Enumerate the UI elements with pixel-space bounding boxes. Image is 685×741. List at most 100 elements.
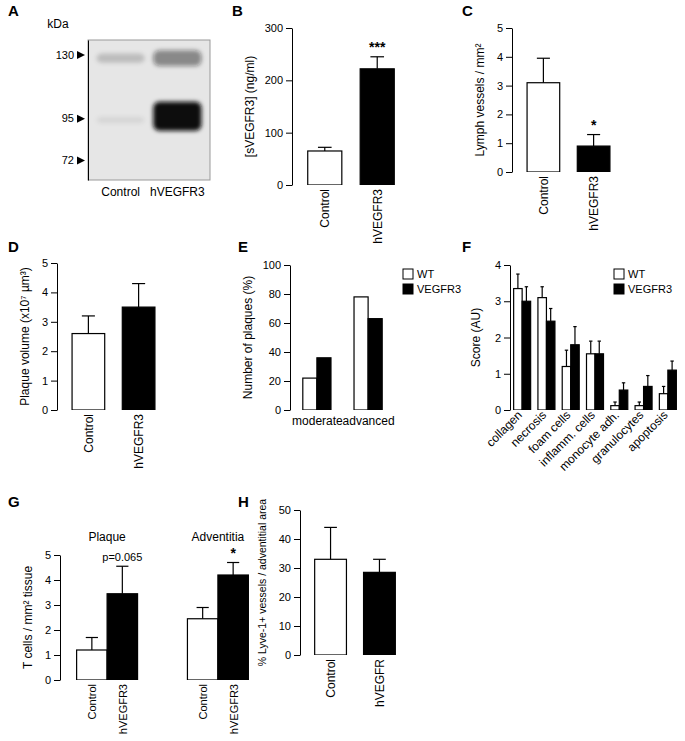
y-axis-title: % Lyve-1+ vessels / adventitial area — [256, 499, 268, 667]
y-tick-mark — [54, 555, 60, 556]
error-whisker — [647, 376, 648, 387]
plot-marks — [308, 57, 395, 185]
plot-marks — [527, 58, 610, 172]
y-tick-label: 4 — [497, 51, 503, 63]
y-tick-label: 40 — [279, 533, 291, 545]
error-whisker — [379, 559, 380, 572]
x-tick-label: Control — [318, 189, 332, 228]
x-tick-label: Control — [197, 684, 209, 719]
error-bar — [318, 147, 332, 151]
y-axis-line — [512, 29, 513, 173]
error-bar — [598, 341, 601, 354]
y-tick-mark — [294, 539, 300, 540]
y-tick-mark — [504, 374, 510, 375]
y-tick: 4 — [42, 286, 57, 298]
y-tick: 2 — [45, 624, 60, 636]
error-cap — [662, 386, 665, 387]
blot-bands — [97, 50, 202, 131]
bar — [527, 83, 560, 172]
legend-label: WT — [417, 268, 434, 280]
y-tick-label: 20 — [279, 591, 291, 603]
group-label: Plaque — [88, 530, 126, 544]
x-axis: moderateadvanced — [292, 414, 395, 428]
y-tick-mark — [506, 172, 512, 173]
y-tick: 0 — [497, 166, 512, 178]
error-cap — [646, 375, 649, 376]
y-tick: 3 — [42, 316, 57, 328]
bar — [315, 559, 347, 655]
y-tick-label: 0 — [45, 674, 51, 686]
y-tick-label: 2 — [45, 624, 51, 636]
x-tick-label: hVEGFR3 — [587, 176, 601, 231]
y-tick-mark — [286, 185, 292, 186]
error-bar — [373, 559, 386, 572]
bar — [303, 378, 317, 410]
legend-entry: VEGFR3 — [403, 283, 461, 295]
error-bar — [537, 58, 550, 82]
y-tick: 0 — [45, 674, 60, 686]
y-tick-label: 0 — [42, 404, 48, 416]
bar — [107, 594, 137, 680]
plot-marks — [77, 563, 249, 681]
bar — [122, 307, 155, 410]
y-axis-title: T cells / mm² tissue — [21, 566, 35, 669]
y-axis-title: Score (AU) — [469, 308, 483, 367]
bar — [77, 650, 107, 680]
error-bar — [197, 608, 209, 619]
y-tick-label: 3 — [497, 80, 503, 92]
y-axis-title: Number of plaques (%) — [241, 276, 255, 399]
x-tick-label: moderate — [292, 414, 343, 428]
error-cap — [622, 382, 625, 383]
y-tick-mark — [284, 410, 290, 411]
error-bar — [589, 341, 592, 354]
y-tick: 1 — [495, 368, 510, 380]
y-tick-mark — [284, 381, 290, 382]
bar — [522, 301, 531, 410]
error-whisker — [526, 287, 527, 302]
x-tick: hVEGFR — [373, 659, 387, 707]
error-bar — [646, 376, 649, 387]
error-cap — [598, 341, 601, 342]
y-tick-mark — [286, 80, 292, 81]
plot-marks — [514, 274, 677, 410]
error-cap — [565, 350, 568, 351]
error-whisker — [543, 58, 544, 82]
error-cap — [370, 56, 384, 57]
error-bar — [670, 361, 673, 370]
y-tick-mark — [506, 28, 512, 29]
bar — [354, 297, 368, 410]
error-bar — [525, 287, 528, 302]
y-tick: 40 — [279, 533, 300, 545]
y-tick-mark — [54, 655, 60, 656]
bar — [659, 394, 668, 410]
y-axis: 020406080100 — [263, 259, 291, 416]
y-axis: 012345 — [45, 549, 61, 686]
error-cap — [86, 637, 98, 638]
y-axis: 1309572 — [56, 41, 89, 181]
y-tick-label: 200 — [265, 74, 283, 86]
bar — [587, 354, 596, 410]
x-tick-label: hVEGFR3 — [227, 684, 239, 734]
error-whisker — [590, 341, 591, 354]
error-bar — [540, 287, 543, 298]
x-axis: ControlhVEGFR3 — [318, 189, 384, 244]
legend-entry: VEGFR3 — [614, 283, 672, 295]
y-tick: 0 — [42, 404, 57, 416]
y-tick-mark — [51, 351, 57, 352]
bar — [360, 69, 394, 185]
y-tick: 5 — [497, 22, 512, 34]
error-bar — [86, 638, 98, 651]
y-tick-mark — [54, 580, 60, 581]
tick-arrow — [77, 115, 85, 123]
tick-arrow — [77, 51, 85, 59]
plot-marks — [315, 527, 396, 655]
bar — [317, 358, 331, 410]
x-tick: hVEGFR3 — [227, 684, 239, 734]
y-tick-label: 80 — [269, 288, 281, 300]
x-tick: Control — [197, 684, 209, 719]
error-bar — [227, 563, 239, 576]
y-tick-mark — [51, 410, 57, 411]
y-tick: 4 — [497, 51, 512, 63]
x-tick: hVEGFR3 — [117, 684, 129, 734]
error-bar — [622, 383, 625, 390]
